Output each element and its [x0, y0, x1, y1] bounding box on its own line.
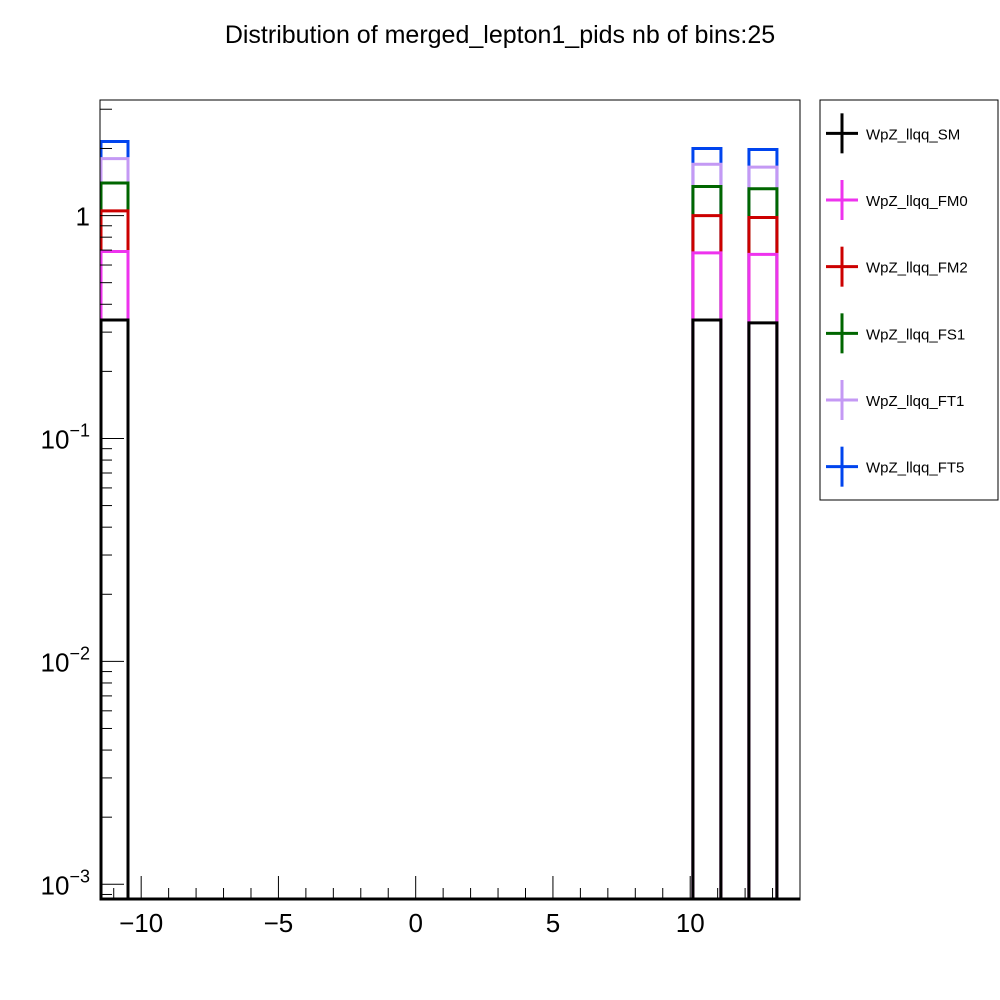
bar-WpZ_llqq_SM-bin0 [99, 318, 130, 899]
x-tick-label: −10 [119, 908, 163, 938]
legend-label: WpZ_llqq_FM2 [866, 260, 968, 277]
x-tick-label: −5 [264, 908, 294, 938]
legend-label: WpZ_llqq_FT1 [866, 393, 964, 410]
legend-entry: WpZ_llqq_FS1 [826, 313, 965, 354]
legend: WpZ_llqq_SM WpZ_llqq_FM0 WpZ_llqq_FM2 WpZ_l… [819, 99, 999, 501]
legend-entry: WpZ_llqq_FM2 [826, 246, 968, 287]
legend-entry: WpZ_llqq_FT1 [826, 380, 964, 420]
x-tick-label: 0 [408, 908, 422, 938]
plot-frame [99, 99, 801, 901]
y-tick-label: 1 [76, 202, 90, 232]
x-axis: −10 −5 0 5 10 [113, 876, 801, 938]
series-WpZ_llqq_SM [99, 318, 800, 901]
legend-label: WpZ_llqq_FT5 [866, 460, 964, 477]
y-tick-label: 10−1 [41, 420, 90, 454]
bar-WpZ_llqq_SM-bin2 [747, 321, 779, 899]
bar-WpZ_llqq_SM-bin1 [691, 318, 723, 899]
legend-label: WpZ_llqq_FM0 [866, 193, 968, 210]
legend-entry: WpZ_llqq_FT5 [826, 446, 964, 487]
x-tick-label: 10 [676, 908, 705, 938]
series-layer [99, 139, 800, 901]
y-tick-label: 10−2 [41, 643, 90, 677]
y-tick-label: 10−3 [41, 866, 90, 900]
chart-title: Distribution of merged_lepton1_pids nb o… [225, 21, 775, 49]
legend-label: WpZ_llqq_SM [866, 126, 960, 143]
legend-entry: WpZ_llqq_FM0 [826, 180, 968, 220]
legend-frame [819, 99, 999, 501]
x-tick-label: 5 [546, 908, 560, 938]
legend-label: WpZ_llqq_FS1 [866, 326, 965, 343]
legend-entry: WpZ_llqq_SM [826, 113, 960, 154]
y-axis: 1 10−1 10−2 10−3 [41, 108, 124, 900]
